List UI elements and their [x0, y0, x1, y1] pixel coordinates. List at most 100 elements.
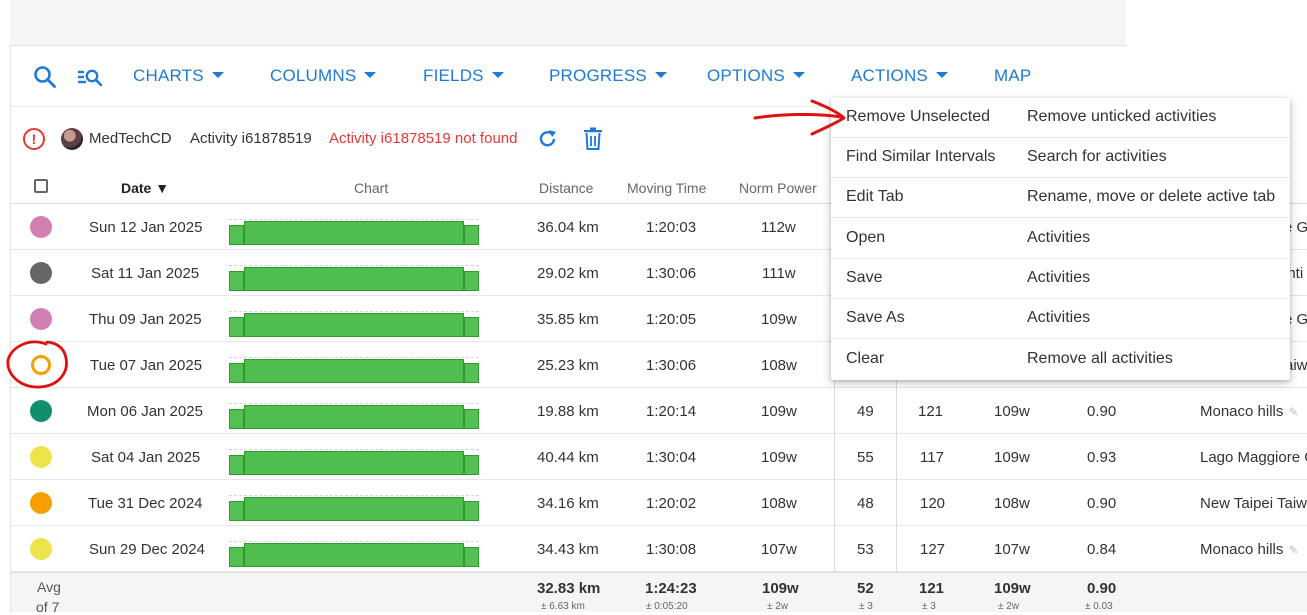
moving-time-cell: 1:20:03: [646, 219, 697, 236]
menu-item-save[interactable]: Save Activities: [831, 259, 1290, 299]
name-cell[interactable]: New Taipei Taiw: [1200, 495, 1307, 512]
norm-power-column-header[interactable]: Norm Power: [739, 180, 817, 196]
menu-item-remove-unselected[interactable]: Remove Unselected Remove unticked activi…: [831, 98, 1290, 138]
activity-info-bar: ! MedTechCD Activity i61878519 Activity …: [11, 108, 1126, 170]
col-c-cell: 108w: [994, 495, 1030, 512]
name-cell[interactable]: Lago Maggiore G: [1200, 449, 1307, 466]
menu-item-find-similar-intervals[interactable]: Find Similar Intervals Search for activi…: [831, 138, 1290, 178]
actions-menu[interactable]: ACTIONS: [851, 66, 948, 86]
activity-color-dot[interactable]: [30, 262, 52, 284]
activity-color-dot[interactable]: [30, 446, 52, 468]
date-column-header[interactable]: Date ▼: [121, 180, 170, 196]
norm-power-cell: 109w: [761, 311, 797, 328]
activity-color-dot[interactable]: [30, 538, 52, 560]
chart-bar: [229, 311, 479, 337]
search-list-icon[interactable]: [77, 64, 103, 90]
progress-menu[interactable]: PROGRESS: [549, 66, 667, 86]
activity-label: Activity i61878519: [190, 130, 312, 147]
moving-time-column-header[interactable]: Moving Time: [627, 180, 707, 196]
menu-item-open[interactable]: Open Activities: [831, 218, 1290, 259]
map-button[interactable]: MAP: [994, 66, 1032, 85]
col-d-cell: 0.84: [1087, 541, 1117, 558]
menu-item-save-as[interactable]: Save As Activities: [831, 299, 1290, 339]
avg-col-a: 52: [857, 580, 874, 597]
table-row[interactable]: Sat 11 Jan 2025 29.02 km 1:30:06 111w en…: [11, 250, 1307, 296]
refresh-icon[interactable]: [537, 128, 559, 150]
name-cell[interactable]: Monaco hills ✎: [1200, 541, 1299, 558]
activity-color-dot[interactable]: [31, 355, 51, 375]
sort-desc-icon: ▼: [155, 180, 170, 196]
col-c-cell: 109w: [994, 403, 1030, 420]
moving-time-cell: 1:20:14: [646, 403, 697, 420]
norm-power-cell: 111w: [762, 265, 796, 282]
col-c-cell: 107w: [994, 541, 1030, 558]
options-menu[interactable]: OPTIONS: [707, 66, 805, 86]
col-c-cell: 109w: [994, 449, 1030, 466]
avg-label: Avg: [37, 579, 61, 595]
menu-item-label: Clear: [846, 350, 885, 367]
distance-cell: 25.23 km: [537, 357, 599, 374]
chevron-down-icon: [792, 72, 805, 78]
col-a-cell: 49: [857, 403, 874, 420]
menu-item-label: Find Similar Intervals: [846, 148, 996, 165]
activity-color-dot[interactable]: [30, 216, 52, 238]
table-row[interactable]: Sun 12 Jan 2025 36.04 km 1:20:03 112w re…: [11, 204, 1307, 250]
norm-power-cell: 112w: [761, 219, 796, 236]
activity-color-dot[interactable]: [30, 400, 52, 422]
charts-menu[interactable]: CHARTS: [133, 66, 224, 86]
table-row[interactable]: Tue 31 Dec 2024 34.16 km 1:20:02 108w 48…: [11, 480, 1307, 526]
menu-item-description: Remove all activities: [1027, 350, 1173, 367]
left-border: [10, 46, 11, 612]
avatar[interactable]: [61, 128, 83, 150]
avg-col-c: 109w: [994, 580, 1031, 597]
error-message: Activity i61878519 not found: [329, 130, 518, 147]
table-row[interactable]: Sun 29 Dec 2024 34.43 km 1:30:08 107w 53…: [11, 526, 1307, 572]
col-d-cell: 0.90: [1087, 495, 1117, 512]
menu-item-label: Save: [846, 269, 883, 286]
edit-icon[interactable]: ✎: [1288, 543, 1299, 557]
column-divider: [834, 380, 835, 612]
top-header-area: [10, 0, 1126, 46]
trash-icon[interactable]: [583, 127, 603, 151]
chart-bar: [229, 495, 479, 521]
menu-item-edit-tab[interactable]: Edit Tab Rename, move or delete active t…: [831, 178, 1290, 218]
distance-column-header[interactable]: Distance: [539, 180, 594, 196]
actions-dropdown-menu: Remove Unselected Remove unticked activi…: [831, 98, 1290, 380]
chart-bar: [229, 403, 479, 429]
distance-cell: 29.02 km: [537, 265, 599, 282]
distance-cell: 34.43 km: [537, 541, 599, 558]
edit-icon[interactable]: ✎: [1288, 405, 1299, 419]
moving-time-cell: 1:20:02: [646, 495, 697, 512]
date-cell: Thu 09 Jan 2025: [89, 311, 202, 328]
menu-item-description: Rename, move or delete active tab: [1027, 188, 1276, 205]
menu-item-label: Edit Tab: [846, 188, 904, 205]
col-d-cell: 0.93: [1087, 449, 1117, 466]
menu-item-label: Remove Unselected: [846, 108, 991, 125]
select-all-checkbox[interactable]: [34, 179, 48, 193]
activity-color-dot[interactable]: [30, 308, 52, 330]
search-icon[interactable]: [32, 64, 58, 90]
columns-menu[interactable]: COLUMNS: [270, 66, 377, 86]
chevron-down-icon: [211, 72, 224, 78]
fields-menu[interactable]: FIELDS: [423, 66, 504, 86]
sd-col-d: ± 0.03: [1085, 601, 1113, 612]
chevron-down-icon: [364, 72, 377, 78]
user-name[interactable]: MedTechCD: [89, 130, 172, 147]
chart-column-header[interactable]: Chart: [354, 180, 389, 196]
table-row[interactable]: Tue 07 Jan 2025 25.23 km 1:30:06 108w ai…: [11, 342, 1307, 388]
table-row[interactable]: Mon 06 Jan 2025 19.88 km 1:20:14 109w 49…: [11, 388, 1307, 434]
chevron-down-icon: [935, 72, 948, 78]
table-row[interactable]: Thu 09 Jan 2025 35.85 km 1:20:05 109w re…: [11, 296, 1307, 342]
sd-col-b: ± 3: [922, 601, 936, 612]
error-icon: !: [23, 128, 45, 150]
name-cell[interactable]: Monaco hills ✎: [1200, 403, 1299, 420]
table-row[interactable]: Sat 04 Jan 2025 40.44 km 1:30:04 109w 55…: [11, 434, 1307, 480]
sd-distance: ± 6.63 km: [541, 601, 585, 612]
menu-item-clear[interactable]: Clear Remove all activities: [831, 339, 1290, 380]
sd-norm-power: ± 2w: [767, 601, 789, 612]
activity-color-dot[interactable]: [30, 492, 52, 514]
toolbar: CHARTS COLUMNS FIELDS PROGRESS OPTIONS A…: [11, 47, 1126, 107]
col-a-cell: 53: [857, 541, 874, 558]
avg-norm-power: 109w: [762, 580, 799, 597]
chart-bar: [229, 357, 479, 383]
